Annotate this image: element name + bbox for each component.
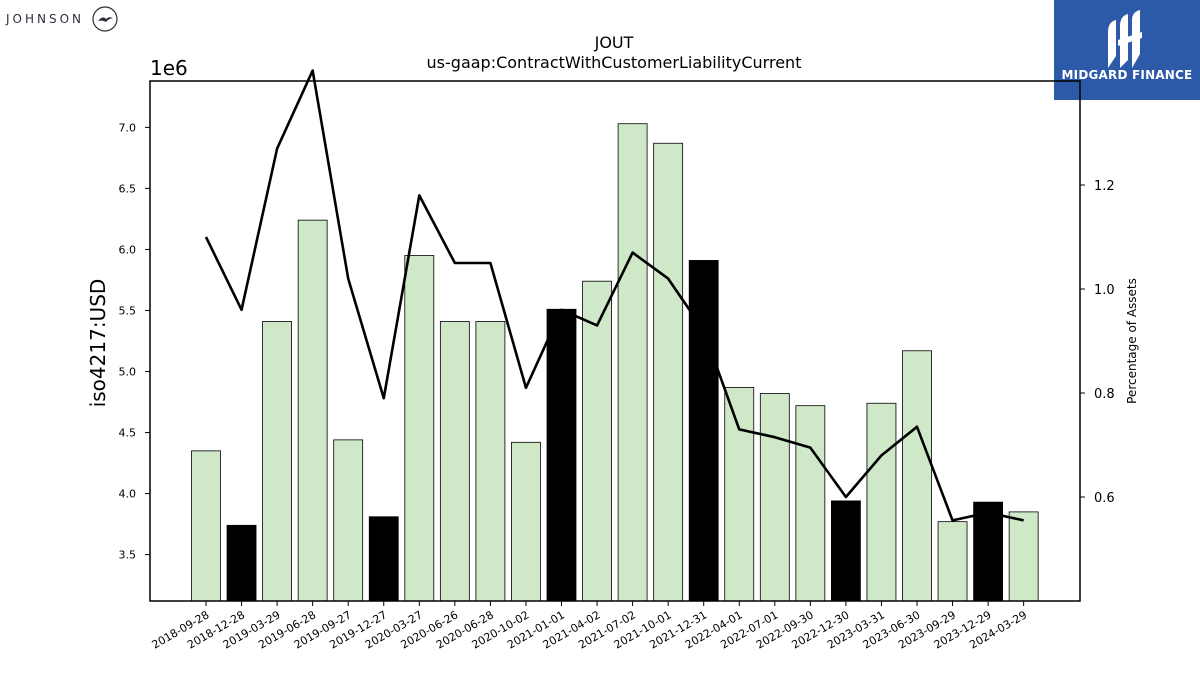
bar: [582, 280, 612, 602]
bar: [297, 219, 328, 602]
y-tick-label: 4.5: [119, 427, 137, 440]
plot-frame: [149, 80, 1081, 602]
bar: [226, 524, 257, 602]
bar: [262, 321, 293, 602]
bar: [1008, 511, 1039, 602]
y-tick-label: 6.0: [119, 243, 137, 256]
bars-layer: [191, 123, 1039, 602]
y-tick-label: 3.5: [119, 549, 137, 562]
offset-text: 1e6: [150, 56, 188, 80]
bar: [439, 321, 470, 602]
midgard-finance-name: MIDGARD FINANCE: [1061, 68, 1193, 82]
bar: [866, 402, 897, 602]
bar: [973, 501, 1003, 602]
bar: [653, 142, 684, 602]
y2-axis: 0.6 0.8 1.0 1.2: [1080, 179, 1115, 506]
bar: [191, 450, 221, 602]
y-tick-label: 4.0: [119, 488, 137, 501]
bar: [404, 255, 435, 602]
y-tick-label: 6.5: [119, 182, 137, 195]
bar: [795, 405, 826, 602]
y-axis-label: iso4217:USD: [86, 279, 110, 408]
bar: [831, 500, 861, 602]
line-layer: [204, 69, 1024, 522]
bar: [902, 350, 932, 602]
midgard-finance-logo: MIDGARD FINANCE: [1054, 0, 1200, 100]
y2-tick-label: 0.6: [1094, 491, 1115, 506]
y-axis: 3.5 4.0 4.5 5.0 5.5 6.0 6.5 7.0: [119, 121, 150, 562]
bird-icon: [92, 6, 118, 32]
y2-tick-label: 1.2: [1094, 179, 1115, 194]
y-tick-label: 5.5: [119, 304, 137, 317]
bar: [617, 123, 648, 602]
bar: [475, 321, 506, 602]
series-line: [204, 69, 1024, 522]
chart-subtitle: us-gaap:ContractWithCustomerLiabilityCur…: [427, 53, 802, 72]
chart-title: JOUT: [594, 33, 634, 52]
y-tick-label: 5.0: [119, 366, 137, 379]
bar: [333, 439, 364, 602]
bar: [368, 516, 399, 602]
bar: [937, 521, 968, 602]
bar: [759, 393, 790, 602]
bar: [688, 260, 719, 602]
y2-tick-label: 1.0: [1094, 283, 1115, 298]
logo-word-left: JOHNSON: [6, 12, 85, 26]
bar: [546, 308, 577, 602]
midgard-mark-icon: [1108, 10, 1142, 68]
johnson-outdoors-logo: JOHNSON: [6, 6, 126, 32]
x-axis: 2018-09-282018-12-282019-03-292019-06-28…: [150, 601, 1029, 652]
y2-tick-label: 0.8: [1094, 387, 1115, 402]
bar: [724, 386, 755, 602]
y2-axis-label: Percentage of Assets: [1125, 278, 1139, 404]
y-tick-label: 7.0: [119, 121, 137, 134]
bar: [511, 441, 541, 602]
